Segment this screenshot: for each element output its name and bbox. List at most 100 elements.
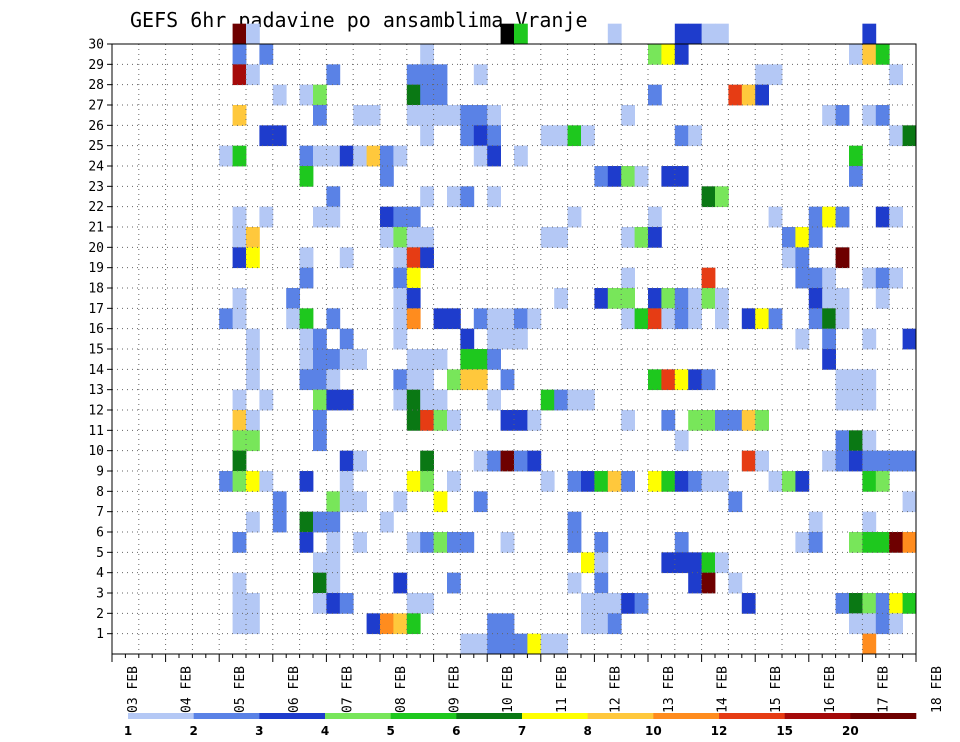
heatmap-cell [755, 308, 769, 330]
heatmap-cell [433, 308, 448, 330]
heatmap-cell [326, 593, 341, 614]
legend-color-box [259, 713, 326, 719]
heatmap-cell [540, 633, 555, 655]
heatmap-cell [661, 288, 676, 309]
heatmap-cell [326, 491, 341, 513]
heatmap-cell [232, 145, 247, 167]
heatmap-cell [768, 64, 783, 86]
y-tick-label: 11 [88, 424, 104, 439]
heatmap-cell [540, 389, 555, 411]
x-tick-label: 11 FEB [555, 666, 570, 713]
heatmap-cell [500, 613, 515, 635]
legend-color-box [850, 713, 917, 719]
heatmap-cell [594, 471, 609, 492]
heatmap-cell [339, 491, 354, 513]
grid-lines [112, 43, 916, 654]
y-tick-label: 22 [88, 200, 104, 215]
heatmap-cell [835, 308, 850, 330]
heatmap-cell [648, 44, 662, 65]
heatmap-cell [688, 23, 702, 45]
heatmap-cells [219, 23, 917, 655]
heatmap-cell [902, 593, 917, 614]
heatmap-cell [808, 267, 823, 289]
heatmap-cell [661, 369, 676, 391]
heatmap-cell [420, 247, 434, 269]
heatmap-cell [621, 166, 635, 187]
heatmap-cell [299, 532, 314, 553]
heatmap-cell [849, 145, 863, 167]
heatmap-cell [514, 633, 528, 655]
heatmap-cell [433, 105, 448, 126]
heatmap-cell [366, 145, 381, 167]
heatmap-cell [259, 125, 274, 147]
heatmap-cell [473, 633, 488, 655]
heatmap-cell [313, 511, 327, 533]
heatmap-cell [715, 471, 729, 492]
heatmap-cell [393, 613, 408, 635]
heatmap-cell [554, 125, 568, 147]
heatmap-cell [674, 44, 689, 65]
heatmap-cell [902, 328, 917, 350]
heatmap-cell [326, 532, 341, 553]
heatmap-cell [875, 593, 890, 614]
heatmap-cell [782, 247, 796, 269]
heatmap-cell [272, 511, 287, 533]
heatmap-cell [500, 23, 515, 45]
heatmap-cell [313, 389, 327, 411]
heatmap-cell [581, 471, 595, 492]
heatmap-cell [755, 410, 769, 431]
heatmap-cell [326, 64, 341, 86]
heatmap-cell [741, 450, 756, 472]
heatmap-cell [822, 288, 836, 309]
heatmap-cell [447, 471, 461, 492]
heatmap-cell [406, 227, 421, 248]
heatmap-cell [822, 450, 836, 472]
heatmap-cell [835, 247, 850, 269]
heatmap-cell [299, 349, 314, 370]
heatmap-cell [621, 471, 635, 492]
heatmap-cell [353, 491, 367, 513]
heatmap-cell [246, 23, 260, 45]
heatmap-cell [393, 267, 408, 289]
heatmap-cell [674, 125, 689, 147]
legend-label: 12 [711, 724, 728, 738]
heatmap-cell [447, 369, 461, 391]
heatmap-cell [232, 308, 247, 330]
heatmap-cell [433, 389, 448, 411]
heatmap-cell [715, 23, 729, 45]
heatmap-cell [232, 410, 247, 431]
heatmap-cell [406, 389, 421, 411]
heatmap-cell [849, 44, 863, 65]
heatmap-cell [420, 227, 434, 248]
heatmap-cell [889, 64, 903, 86]
heatmap-cell [420, 105, 434, 126]
heatmap-cell [688, 308, 702, 330]
heatmap-cell [420, 369, 434, 391]
x-tick-label: 04 FEB [180, 666, 195, 713]
heatmap-cell [661, 552, 676, 574]
heatmap-cell [313, 410, 327, 431]
legend-color-box [390, 713, 457, 719]
heatmap-cell [259, 471, 274, 492]
heatmap-cell [674, 471, 689, 492]
heatmap-cell [701, 186, 716, 208]
heatmap-cell [380, 166, 394, 187]
heatmap-cell [634, 593, 649, 614]
heatmap-cell [232, 430, 247, 452]
heatmap-cell [299, 308, 314, 330]
heatmap-cell [366, 613, 381, 635]
heatmap-cell [674, 23, 689, 45]
heatmap-cell [232, 572, 247, 594]
heatmap-cell [487, 105, 501, 126]
heatmap-cell [246, 430, 260, 452]
heatmap-cell [634, 308, 649, 330]
heatmap-cell [862, 328, 877, 350]
y-tick-label: 3 [96, 587, 104, 602]
y-tick-label: 1 [96, 627, 104, 642]
heatmap-cell [246, 511, 260, 533]
heatmap-cell [621, 105, 635, 126]
x-tick-label: 06 FEB [287, 666, 302, 713]
heatmap-cell [701, 23, 716, 45]
heatmap-cell [875, 44, 890, 65]
heatmap-cell [272, 491, 287, 513]
